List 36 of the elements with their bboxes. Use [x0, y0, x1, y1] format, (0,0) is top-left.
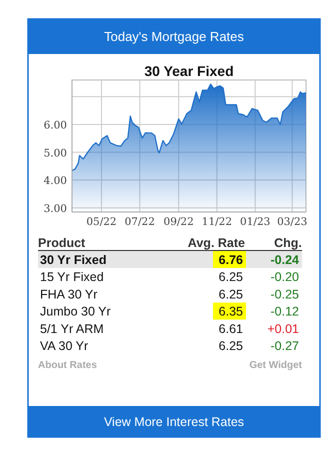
text: About Rates	[38, 360, 98, 371]
data-label: 6.61	[218, 322, 244, 336]
y-tick-label: 4.00	[44, 175, 67, 188]
x-tick-label: 01/23	[240, 216, 270, 228]
data-label: +0.01	[267, 322, 300, 336]
text: Product	[38, 236, 86, 250]
x-tick-label: 05/22	[86, 216, 117, 228]
y-tick-label: 3.00	[44, 202, 67, 215]
series-label: Avg. Rate	[188, 236, 246, 250]
category-label: VA 30 Yr	[40, 339, 88, 353]
x-tick-label: 09/22	[164, 216, 194, 228]
data-label: -0.24	[270, 253, 300, 267]
category-label: 5/1 Yr ARM	[40, 322, 104, 336]
data-label: 6.25	[218, 287, 244, 302]
data-label: 6.76	[218, 253, 244, 267]
chart-title: 30 Year Fixed	[144, 63, 234, 79]
text: Chg.	[274, 236, 302, 250]
data-label: -0.12	[270, 304, 300, 319]
category-label: 15 Yr Fixed	[40, 270, 104, 284]
category-label: 30 Yr Fixed	[40, 253, 106, 267]
data-label: 6.25	[218, 339, 244, 353]
y-tick-label: 6.00	[44, 119, 67, 132]
data-label: -0.25	[270, 287, 300, 302]
text: View More Interest Rates	[104, 415, 244, 429]
data-label: 6.25	[218, 270, 244, 284]
data-label: 6.35	[218, 304, 244, 319]
x-tick-label: 07/22	[124, 216, 155, 228]
category-label: FHA 30 Yr	[40, 287, 98, 302]
x-tick-label: 11/22	[202, 216, 232, 228]
text: Today's Mortgage Rates	[104, 29, 244, 44]
data-label: -0.27	[270, 339, 300, 353]
y-tick-label: 5.00	[44, 147, 67, 160]
data-label: -0.20	[270, 270, 300, 284]
category-label: Jumbo 30 Yr	[40, 304, 111, 319]
text: Get Widget	[249, 360, 303, 371]
x-tick-label: 03/23	[277, 216, 308, 228]
